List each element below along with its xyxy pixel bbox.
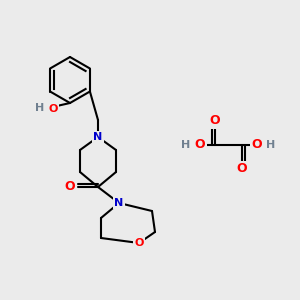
Text: H: H — [35, 103, 45, 113]
Text: O: O — [65, 181, 75, 194]
Text: O: O — [252, 139, 262, 152]
Text: H: H — [266, 140, 276, 150]
Text: O: O — [237, 163, 247, 176]
Text: O: O — [195, 139, 205, 152]
Text: O: O — [48, 104, 58, 114]
Text: O: O — [134, 238, 144, 248]
Text: N: N — [114, 198, 124, 208]
Text: H: H — [182, 140, 190, 150]
Text: N: N — [93, 132, 103, 142]
Text: O: O — [210, 115, 220, 128]
